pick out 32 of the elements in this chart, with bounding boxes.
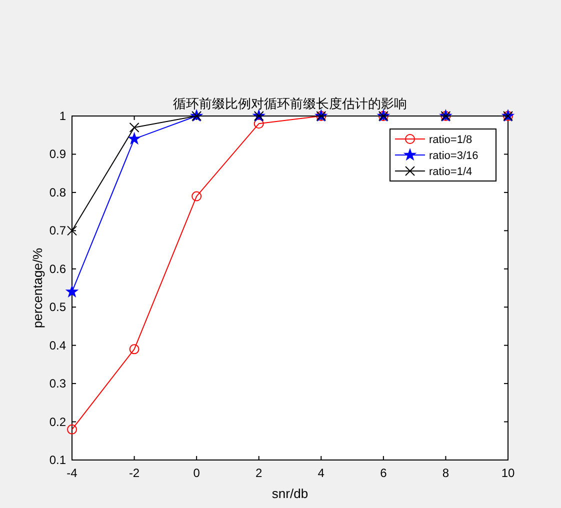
legend-label: ratio=1/8: [429, 134, 472, 146]
y-tick-label: 0.2: [49, 414, 66, 429]
y-tick-label: 0.3: [49, 376, 66, 391]
legend-label: ratio=1/4: [429, 166, 472, 178]
y-tick-label: 0.9: [49, 147, 66, 162]
x-tick-label: -4: [66, 466, 78, 480]
y-tick-label: 0.4: [49, 338, 66, 352]
y-axis-title: percentage/%: [30, 247, 45, 328]
x-tick-label: -2: [128, 466, 140, 480]
chart-title: 循环前缀比例对循环前缀长度估计的影响: [173, 96, 407, 111]
point: [67, 424, 77, 434]
y-tick-label: 0.8: [49, 185, 66, 200]
x-axis-title: snr/db: [272, 486, 308, 501]
x-tick-label: 6: [380, 466, 388, 480]
point: [66, 286, 78, 297]
point: [129, 122, 140, 132]
y-tick-label: 0.7: [49, 224, 66, 238]
point: [67, 226, 77, 236]
x-tick-label: 4: [318, 466, 325, 480]
legend-label: ratio=3/16: [429, 150, 478, 162]
x-tick-label: 2: [256, 466, 263, 480]
y-tick-label: 0.5: [49, 300, 66, 314]
point: [254, 118, 264, 129]
x-tick-label: 10: [501, 466, 515, 480]
x-tick-label: 0: [193, 466, 200, 480]
y-tick-label: 1: [59, 109, 66, 123]
point: [128, 132, 140, 144]
y-tick-label: 0.1: [49, 453, 66, 467]
y-tick-label: 0.6: [49, 262, 66, 276]
x-tick-label: 8: [442, 466, 450, 480]
point: [192, 191, 202, 202]
point: [129, 344, 140, 354]
